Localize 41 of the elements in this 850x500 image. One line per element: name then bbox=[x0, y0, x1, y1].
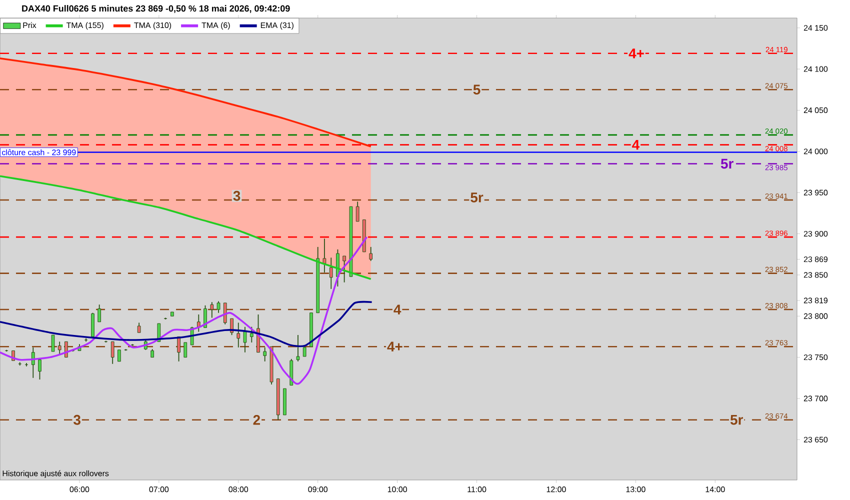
candlestick bbox=[210, 302, 214, 318]
candlestick bbox=[296, 334, 300, 362]
annotation: 5 bbox=[473, 84, 480, 95]
candlestick bbox=[322, 238, 326, 273]
candlestick bbox=[118, 349, 121, 362]
candlestick bbox=[356, 201, 360, 222]
candlestick bbox=[184, 342, 188, 358]
candlestick bbox=[51, 334, 55, 352]
annotation: 3 bbox=[74, 414, 80, 425]
candlestick bbox=[236, 322, 240, 348]
candlestick bbox=[263, 346, 267, 362]
annotation: 5r bbox=[470, 192, 484, 202]
candlestick bbox=[250, 326, 254, 343]
line-series bbox=[0, 175, 372, 280]
annotation: 5r bbox=[730, 415, 743, 425]
annotation: 4 bbox=[394, 304, 402, 314]
candlestick bbox=[196, 314, 200, 332]
candlestick bbox=[110, 341, 114, 364]
candlestick bbox=[98, 304, 102, 322]
chart-title: DAX40 Full0626 5 minutes 23 869 -0,50 % 18 mai 2026, 09:42:09 bbox=[22, 5, 290, 13]
annotation: 4+ bbox=[387, 342, 402, 352]
annotation: 3 bbox=[233, 190, 240, 201]
candlestick bbox=[329, 257, 333, 290]
annotation: 4 bbox=[632, 140, 640, 150]
candlestick bbox=[64, 341, 68, 358]
candlestick bbox=[302, 346, 306, 357]
candlestick bbox=[137, 322, 141, 334]
candlestick bbox=[369, 246, 373, 262]
annotation: 4+ bbox=[628, 48, 644, 58]
candlestick bbox=[91, 312, 94, 338]
candlestick bbox=[38, 359, 42, 380]
annotation: 5r bbox=[720, 158, 734, 169]
candlestick bbox=[342, 256, 346, 283]
candlestick bbox=[223, 302, 227, 325]
candlestick bbox=[31, 346, 35, 378]
candlestick bbox=[216, 300, 220, 314]
line-series bbox=[0, 57, 372, 148]
annotation: 2 bbox=[253, 415, 260, 425]
candlestick bbox=[243, 326, 247, 353]
candlestick bbox=[58, 341, 62, 356]
line-series bbox=[0, 236, 368, 385]
